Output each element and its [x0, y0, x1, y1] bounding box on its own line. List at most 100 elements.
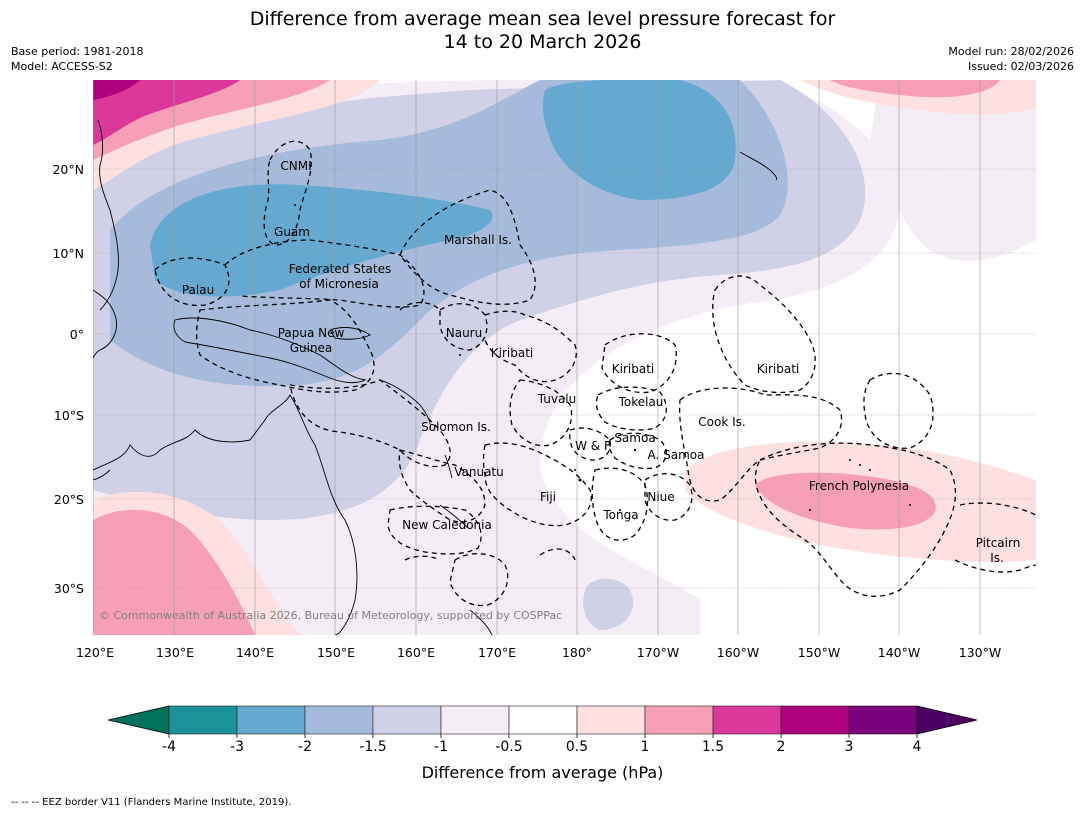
issued-date: Issued: 02/03/2026: [967, 60, 1074, 73]
colorbar-tick-label: 3: [845, 739, 854, 755]
meta-right: Model run: 28/02/2026 Issued: 02/03/2026: [948, 44, 1074, 74]
eez-samoa: [608, 432, 667, 470]
label-solomon: Solomon Is.: [421, 420, 491, 434]
eez-norfolk: [449, 553, 509, 607]
label-fsm-line2: of Micronesia: [299, 277, 379, 291]
label-tokelau: Tokelau: [618, 395, 664, 409]
x-axis-ticks: 120°E 130°E 140°E 150°E 160°E 170°E 180°…: [76, 645, 1001, 660]
anomaly-band-neg1-south: [583, 578, 634, 630]
island-dot: [869, 469, 871, 471]
label-tuvalu: Tuvalu: [537, 392, 577, 406]
coastline-new-britain: [329, 327, 371, 340]
coastline-hawaii: [739, 151, 778, 181]
eez-kiribati-gilberts: [399, 301, 577, 383]
island-dot: [459, 354, 461, 356]
eez-tokelau: [595, 386, 667, 431]
eez-french-polynesia: [754, 442, 957, 597]
eez-nz-kermadec: [404, 548, 576, 561]
label-french-polynesia: French Polynesia: [809, 479, 909, 493]
colorbar-swatch: [440, 705, 510, 735]
x-tick-label: 150°E: [317, 645, 355, 660]
coastline-solomons: [379, 379, 431, 431]
eez-cook: [678, 387, 843, 502]
island-dots: [294, 204, 911, 511]
colorbar-swatch: [236, 705, 306, 735]
colorbar-tick-label: -3: [230, 739, 244, 755]
x-tick-label: 130°W: [959, 645, 1001, 660]
eez-micronesia: [224, 239, 425, 308]
colorbar-tick-label: 4: [913, 739, 922, 755]
eez-nauru: [439, 303, 488, 351]
x-tick-label: 120°E: [76, 645, 114, 660]
label-niue: Niue: [647, 490, 674, 504]
island-dot: [809, 509, 811, 511]
base-period: Base period: 1981-2018: [11, 45, 144, 58]
coastlines: [93, 119, 778, 635]
label-nauru: Nauru: [446, 326, 482, 340]
island-dot: [578, 478, 582, 482]
eez-pitcairn: [954, 502, 1036, 573]
anomaly-band-pos1-se: [755, 472, 936, 530]
label-cnmi: CNMI: [280, 159, 311, 173]
island-dot: [574, 469, 576, 471]
x-tick-label: 160°E: [397, 645, 435, 660]
colorbar-tick-label: -0.5: [495, 739, 522, 755]
colorbar-over-arrow: [916, 705, 978, 735]
y-tick-label: 10°N: [52, 246, 84, 261]
y-tick-label: 10°S: [54, 408, 84, 423]
island-dot: [909, 504, 911, 506]
colorbar-swatch: [168, 705, 238, 735]
label-guam: Guam: [274, 225, 310, 239]
island-dot: [619, 509, 621, 511]
colorbar-tick-label: -1: [434, 739, 448, 755]
label-kiribati-east: Kiribati: [757, 362, 799, 376]
coastline-australia: [93, 394, 358, 635]
anomaly-band-pos1p5-nw: [93, 80, 240, 145]
colorbar: -4 -3 -2 -1.5 -1 -0.5 0.5 1 1.5 2 3 4: [107, 705, 978, 755]
x-tick-label: 140°W: [878, 645, 920, 660]
colorbar-swatch: [848, 705, 918, 735]
label-cook: Cook Is.: [698, 415, 745, 429]
colorbar-tick-label: -2: [298, 739, 312, 755]
title-line-1: Difference from average mean sea level p…: [249, 8, 836, 30]
colorbar-tick-label: 0.5: [566, 739, 588, 755]
copyright-notice: © Commonwealth of Australia 2026, Bureau…: [99, 609, 563, 622]
x-tick-label: 170°W: [637, 645, 679, 660]
model-name: Model: ACCESS-S2: [11, 60, 113, 73]
label-kiribati-central: Kiribati: [612, 362, 654, 376]
anomaly-band-neg2: [150, 184, 493, 297]
label-png-line2: Guinea: [290, 341, 333, 355]
y-tick-label: 20°N: [52, 162, 84, 177]
anomaly-band-pos2-nw: [93, 80, 140, 100]
island-dot: [294, 204, 296, 206]
colorbar-swatch: [576, 705, 646, 735]
meta-left: Base period: 1981-2018 Model: ACCESS-S2: [11, 44, 143, 74]
coastline-new-caledonia: [439, 504, 469, 529]
eez-new-caledonia: [387, 505, 482, 555]
island-dot: [633, 448, 637, 452]
colorbar-swatch: [304, 705, 374, 735]
label-kiribati-west: Kiribati: [491, 346, 533, 360]
eez-palau: [154, 257, 230, 307]
coastline-philippines: [97, 119, 119, 311]
eez-footnote: -- -- -- EEZ border V11 (Flanders Marine…: [11, 797, 292, 808]
colorbar-tick-label: 1: [641, 739, 650, 755]
coastline-vanuatu: [444, 454, 453, 479]
x-tick-label: 140°E: [236, 645, 274, 660]
eez-kiribati-line: [712, 275, 934, 449]
x-tick-label: 160°W: [717, 645, 759, 660]
y-axis-ticks: 20°N 10°N 0° 10°S 20°S 30°S: [52, 162, 84, 596]
colorbar-tick-label: 2: [777, 739, 786, 755]
colorbar-tick-label: -1.5: [359, 739, 386, 755]
colorbar-under-arrow: [107, 705, 170, 735]
label-fsm-line1: Federated States: [289, 262, 391, 276]
label-new-caledonia: New Caledonia: [402, 518, 492, 532]
title-line-2: 14 to 20 March 2026: [443, 31, 642, 53]
eez-solomon: [289, 379, 451, 468]
eez-cnmi-guam: [263, 140, 312, 246]
anomaly-band-neg2-b: [543, 80, 736, 200]
coastline-new-guinea: [173, 317, 367, 384]
label-marshall: Marshall Is.: [444, 233, 512, 247]
eez-fiji-wf: [482, 427, 611, 527]
label-wallis-futuna: W & F: [575, 439, 611, 453]
